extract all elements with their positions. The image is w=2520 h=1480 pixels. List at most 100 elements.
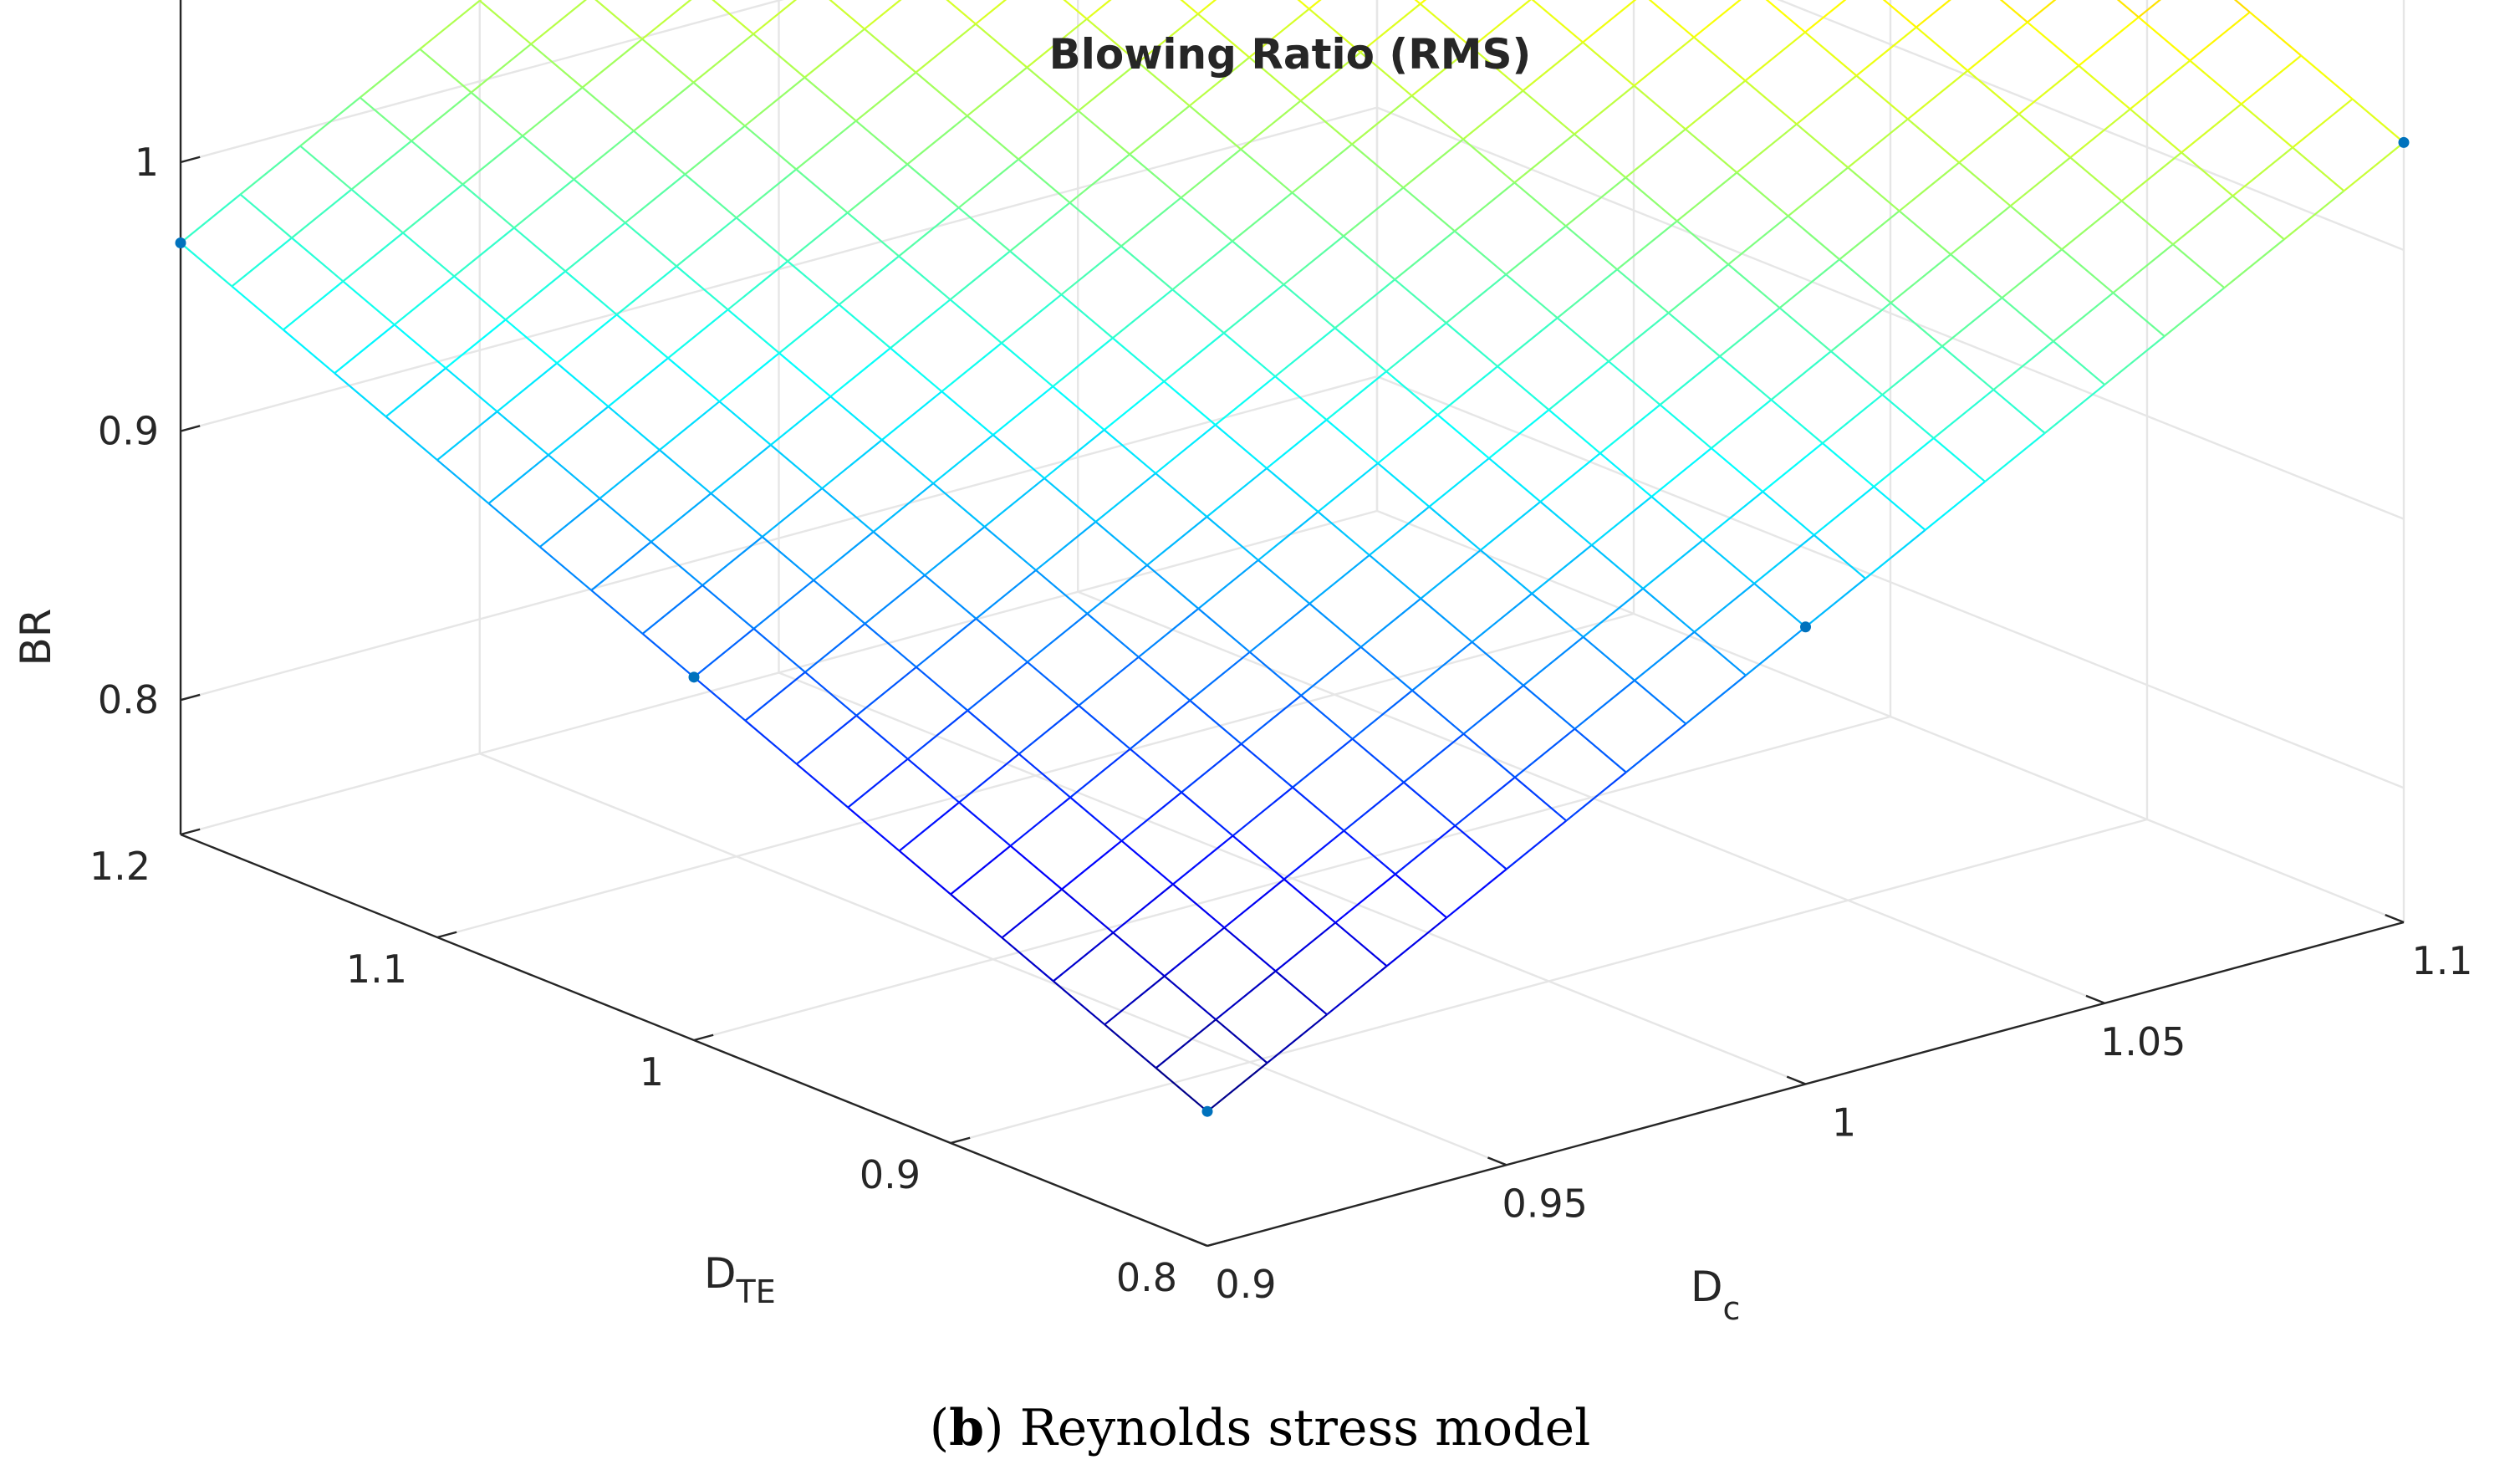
mesh-line-x9-seg8 xyxy=(1283,283,1336,329)
mesh-line-x1-seg4 xyxy=(1009,845,1063,891)
mesh-line-x12-seg0 xyxy=(1873,486,1926,531)
mesh-line-x0-seg12 xyxy=(539,546,592,591)
mesh-line-x4-seg2 xyxy=(1292,786,1345,832)
mesh-line-y2-seg10 xyxy=(1702,491,1763,541)
data-points xyxy=(175,136,2410,1117)
mesh-line-x3-seg4 xyxy=(1129,748,1182,794)
mesh-line-x2-seg10 xyxy=(761,536,814,581)
mesh-line-y7-seg5 xyxy=(1146,516,1208,566)
mesh-line-y18-seg2 xyxy=(402,183,464,234)
mesh-line-x6-seg1 xyxy=(1462,732,1516,778)
mesh-line-y18-seg1 xyxy=(342,232,404,283)
mesh-line-y7-seg6 xyxy=(1206,467,1268,518)
mesh-line-x7-seg13 xyxy=(906,163,960,209)
mesh-line-y3-seg7 xyxy=(1471,593,1533,643)
floor-gridline-y-1 xyxy=(950,818,2148,1145)
mesh-line-y0-seg11 xyxy=(1864,529,1926,579)
mesh-line-y13-seg8 xyxy=(1018,110,1079,161)
mesh-line-x1-seg15 xyxy=(445,367,498,413)
mesh-line-y7-seg8 xyxy=(1325,370,1387,421)
mesh-line-y8-seg9 xyxy=(1334,278,1395,329)
mesh-line-y12-seg12 xyxy=(1308,0,1322,10)
mesh-line-x1-seg17 xyxy=(342,280,395,326)
mesh-line-x3-seg16 xyxy=(513,227,566,273)
mesh-line-y2-seg17 xyxy=(2120,151,2182,202)
mesh-line-x1-seg2 xyxy=(1112,931,1166,977)
mesh-line-y3-seg14 xyxy=(1890,253,1951,304)
mesh-line-y3-seg16 xyxy=(2009,156,2071,207)
mesh-line-y5-seg4 xyxy=(1189,651,1251,702)
mesh-line-x8-seg11 xyxy=(1069,202,1122,248)
mesh-line-x4-seg7 xyxy=(1035,569,1089,615)
mesh-line-x5-seg16 xyxy=(633,130,686,176)
mesh-line-y7-seg13 xyxy=(1625,128,1686,179)
mesh-line-y4-seg19 xyxy=(2138,0,2161,18)
mesh-line-y5-seg5 xyxy=(1249,603,1310,653)
mesh-line-x3-seg13 xyxy=(667,357,721,403)
mesh-line-x9-seg4 xyxy=(1488,457,1542,503)
mesh-line-y9-seg3 xyxy=(924,526,986,576)
mesh-line-y8-seg6 xyxy=(1155,424,1217,474)
mesh-line-y10-seg10 xyxy=(1291,143,1353,194)
mesh-line-y8-seg0 xyxy=(796,714,858,765)
mesh-line-x8-seg9 xyxy=(1171,288,1225,334)
mesh-line-x1-seg10 xyxy=(701,584,755,630)
mesh-line-y15-seg0 xyxy=(436,411,498,462)
mesh-line-x11-seg4 xyxy=(1608,360,1661,406)
mesh-line-x20-seg1 xyxy=(2300,54,2354,100)
mesh-line-x17-seg5 xyxy=(1916,26,1969,72)
mesh-line-y1-seg3 xyxy=(1334,873,1396,924)
mesh-line-y3-seg10 xyxy=(1650,447,1712,498)
mesh-line-x4-seg11 xyxy=(829,396,883,441)
mesh-line-y20-seg5 xyxy=(479,0,482,2)
mesh-line-y4-seg18 xyxy=(2078,16,2140,67)
mesh-line-y8-seg15 xyxy=(1693,0,1742,38)
mesh-line-x2-seg19 xyxy=(299,145,353,191)
mesh-line-x7-seg14 xyxy=(855,120,908,166)
mesh-line-x2-seg9 xyxy=(813,579,866,625)
mesh-line-x11-seg10 xyxy=(1299,100,1353,145)
mesh-line-y5-seg10 xyxy=(1548,360,1609,411)
mesh-line-y2-seg14 xyxy=(1941,297,2003,347)
mesh-line-x8-seg12 xyxy=(1018,158,1071,204)
mesh-line-x13-seg3 xyxy=(1778,307,1832,352)
chart-title: Blowing Ratio (RMS) xyxy=(1049,30,1532,79)
mesh-line-y15-seg6 xyxy=(795,120,857,171)
mesh-line-y4-seg2 xyxy=(1120,791,1182,842)
mesh-line-x5-seg13 xyxy=(787,260,840,306)
mesh-line-y2-seg3 xyxy=(1283,829,1345,880)
mesh-line-y3-seg5 xyxy=(1351,689,1413,740)
mesh-line-y17-seg4 xyxy=(573,130,635,181)
mesh-line-y6-seg15 xyxy=(1796,74,1858,125)
mesh-line-y18-seg4 xyxy=(522,86,584,137)
mesh-line-y3-seg0 xyxy=(1053,931,1115,982)
z-tick-0 xyxy=(180,693,201,702)
mesh-line-x2-seg18 xyxy=(350,188,404,234)
mesh-line-y2-seg9 xyxy=(1642,539,1704,589)
mesh-line-x8-seg2 xyxy=(1531,593,1584,638)
mesh-line-x3-seg3 xyxy=(1181,791,1234,837)
mesh-line-y16-seg7 xyxy=(803,28,865,79)
mesh-line-y12-seg3 xyxy=(770,396,832,446)
mesh-line-y12-seg8 xyxy=(1069,153,1130,204)
mesh-line-x10-seg5 xyxy=(1497,365,1550,411)
mesh-line-y10-seg5 xyxy=(992,385,1053,436)
mesh-line-y19-seg3 xyxy=(411,91,472,142)
mesh-line-y7-seg2 xyxy=(967,661,1028,712)
mesh-line-x6-seg15 xyxy=(744,125,798,171)
mesh-line-x12-seg9 xyxy=(1410,94,1464,140)
x-axis-label-sub: c xyxy=(1723,1290,1741,1327)
data-point-2 xyxy=(175,237,186,248)
mesh-line-y4-seg10 xyxy=(1599,404,1661,454)
mesh-line-x4-seg3 xyxy=(1240,743,1293,788)
mesh-line-y0-seg19 xyxy=(2343,141,2405,192)
mesh-line-x8-seg10 xyxy=(1120,245,1174,291)
mesh-line-x6-seg3 xyxy=(1359,646,1413,692)
mesh-line-x18-seg1 xyxy=(2181,151,2234,197)
mesh-line-y11-seg9 xyxy=(1180,148,1242,199)
mesh-line-x6-seg18 xyxy=(594,0,643,40)
mesh-line-x0-seg8 xyxy=(744,719,798,765)
mesh-line-x0-seg5 xyxy=(898,850,951,896)
mesh-line-x7-seg15 xyxy=(803,76,857,122)
wall-gridline-z-0 xyxy=(1376,375,2405,789)
